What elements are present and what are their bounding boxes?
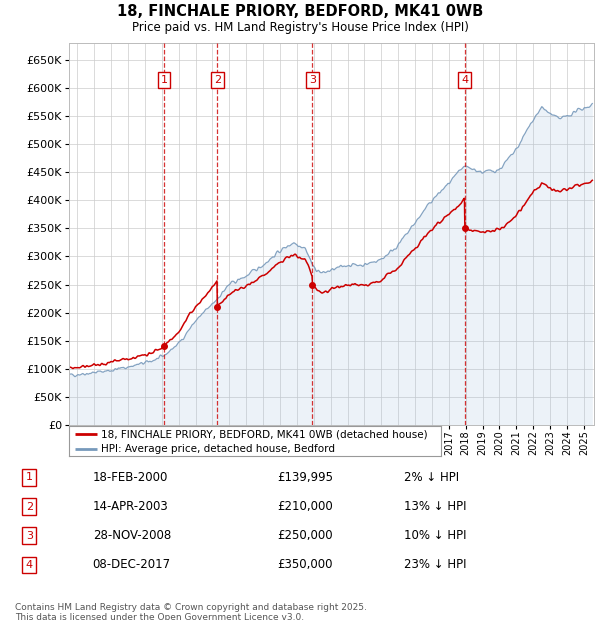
- Text: 18, FINCHALE PRIORY, BEDFORD, MK41 0WB: 18, FINCHALE PRIORY, BEDFORD, MK41 0WB: [117, 4, 483, 19]
- Text: 4: 4: [26, 560, 33, 570]
- Text: 10% ↓ HPI: 10% ↓ HPI: [404, 529, 466, 542]
- Text: This data is licensed under the Open Government Licence v3.0.: This data is licensed under the Open Gov…: [15, 613, 304, 620]
- Text: 18-FEB-2000: 18-FEB-2000: [92, 471, 168, 484]
- Text: 2% ↓ HPI: 2% ↓ HPI: [404, 471, 459, 484]
- Text: £139,995: £139,995: [277, 471, 333, 484]
- Text: £350,000: £350,000: [277, 559, 332, 572]
- Text: £250,000: £250,000: [277, 529, 332, 542]
- Text: 28-NOV-2008: 28-NOV-2008: [92, 529, 171, 542]
- Text: 3: 3: [309, 75, 316, 85]
- Text: 1: 1: [26, 472, 33, 482]
- Text: 3: 3: [26, 531, 33, 541]
- Text: Contains HM Land Registry data © Crown copyright and database right 2025.: Contains HM Land Registry data © Crown c…: [15, 603, 367, 612]
- Text: 18, FINCHALE PRIORY, BEDFORD, MK41 0WB (detached house): 18, FINCHALE PRIORY, BEDFORD, MK41 0WB (…: [101, 429, 427, 440]
- Text: 1: 1: [160, 75, 167, 85]
- Text: HPI: Average price, detached house, Bedford: HPI: Average price, detached house, Bedf…: [101, 444, 335, 454]
- Text: 2: 2: [214, 75, 221, 85]
- Text: 4: 4: [461, 75, 468, 85]
- Text: 13% ↓ HPI: 13% ↓ HPI: [404, 500, 466, 513]
- Text: £210,000: £210,000: [277, 500, 333, 513]
- Text: 08-DEC-2017: 08-DEC-2017: [92, 559, 171, 572]
- Text: 14-APR-2003: 14-APR-2003: [92, 500, 169, 513]
- Text: Price paid vs. HM Land Registry's House Price Index (HPI): Price paid vs. HM Land Registry's House …: [131, 21, 469, 34]
- Text: 23% ↓ HPI: 23% ↓ HPI: [404, 559, 466, 572]
- Text: 2: 2: [26, 502, 33, 512]
